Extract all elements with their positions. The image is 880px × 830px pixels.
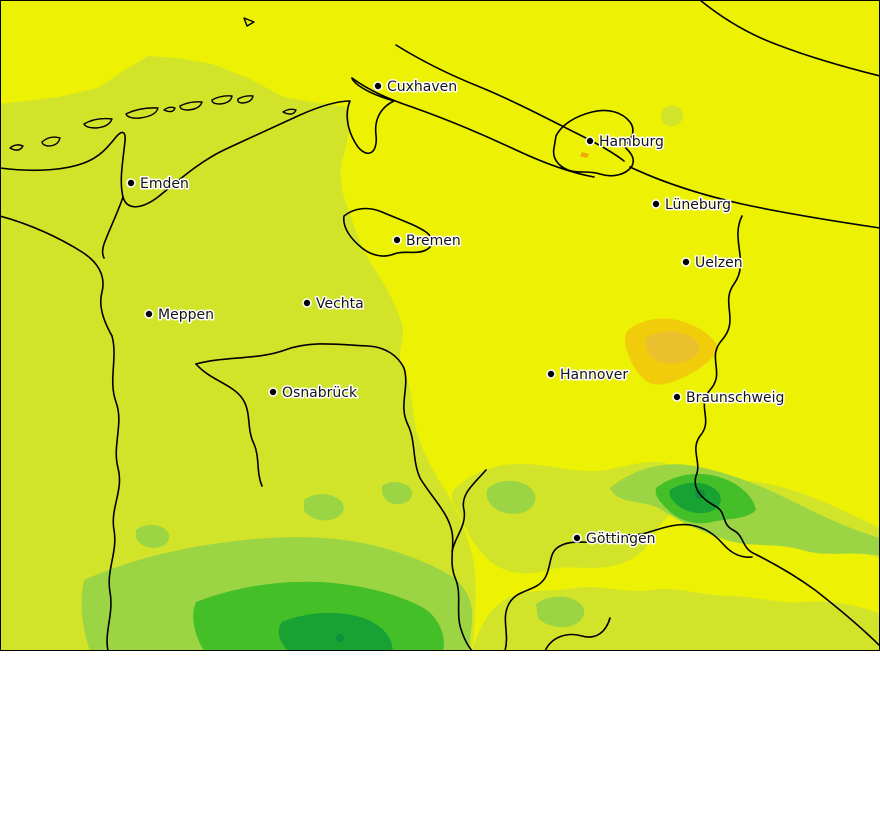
city-marker-göttingen: Göttingen — [572, 530, 657, 549]
city-marker-hannover: Hannover — [546, 366, 630, 385]
city-marker-osnabrück: Osnabrück — [268, 384, 359, 403]
map-region-lightgreen-patch — [486, 480, 536, 514]
map-region-lightgreen-patch — [536, 596, 585, 628]
city-layer: Cuxhaven Hamburg Emden Lüneburg Bremen Uelzen… — [126, 78, 786, 549]
map-region-lightgreen-patch — [304, 494, 344, 521]
city-label: Hamburg — [599, 134, 664, 150]
city-dot — [126, 178, 136, 188]
city-label: Emden — [140, 176, 189, 192]
temperature-map: Cuxhaven Hamburg Emden Lüneburg Bremen Uelzen… — [0, 0, 880, 651]
city-label: Uelzen — [695, 255, 743, 271]
city-dot — [572, 533, 582, 543]
city-marker-lüneburg: Lüneburg — [651, 196, 733, 215]
map-canvas: Cuxhaven Hamburg Emden Lüneburg Bremen Uelzen… — [0, 0, 880, 651]
city-dot — [144, 309, 154, 319]
city-label: Göttingen — [586, 531, 656, 547]
city-dot — [672, 392, 682, 402]
map-borders — [0, 0, 880, 651]
city-marker-emden: Emden — [126, 175, 190, 194]
map-region-patch-hamburg — [661, 105, 684, 127]
map-region-orange-dash — [580, 152, 589, 158]
city-marker-bremen: Bremen — [392, 232, 462, 251]
map-region-yellowgreen-west — [0, 56, 476, 651]
map-region-darkgreen-sauerland — [278, 612, 393, 651]
map-region-darkgreen-harz — [669, 482, 721, 514]
map-region-deepgreen-spot — [336, 634, 344, 642]
city-dot — [585, 136, 595, 146]
city-dot — [681, 257, 691, 267]
city-dot — [373, 81, 383, 91]
city-label: Lüneburg — [665, 197, 731, 213]
city-marker-uelzen: Uelzen — [681, 254, 744, 273]
city-dot — [302, 298, 312, 308]
city-dot — [651, 199, 661, 209]
city-marker-cuxhaven: Cuxhaven — [373, 78, 459, 97]
city-label: Meppen — [158, 307, 214, 323]
city-label: Cuxhaven — [387, 79, 457, 95]
city-marker-hamburg: Hamburg — [585, 133, 665, 152]
city-marker-vechta: Vechta — [302, 295, 365, 314]
info-panel: Temperatur in 2m (in °C) Modell: ICON-D2… — [0, 651, 880, 830]
city-marker-meppen: Meppen — [144, 306, 215, 325]
city-marker-braunschweig: Braunschweig — [672, 389, 786, 408]
city-label: Osnabrück — [282, 385, 358, 401]
city-dot — [546, 369, 556, 379]
map-region-lightgreen-patch — [136, 524, 170, 548]
city-label: Braunschweig — [686, 390, 784, 406]
city-label: Vechta — [316, 296, 364, 312]
map-region-gold-spot-core — [645, 331, 700, 364]
city-label: Hannover — [560, 367, 628, 383]
city-dot — [268, 387, 278, 397]
map-region-lightgreen-patch — [382, 482, 413, 505]
city-label: Bremen — [406, 233, 461, 249]
city-dot — [392, 235, 402, 245]
